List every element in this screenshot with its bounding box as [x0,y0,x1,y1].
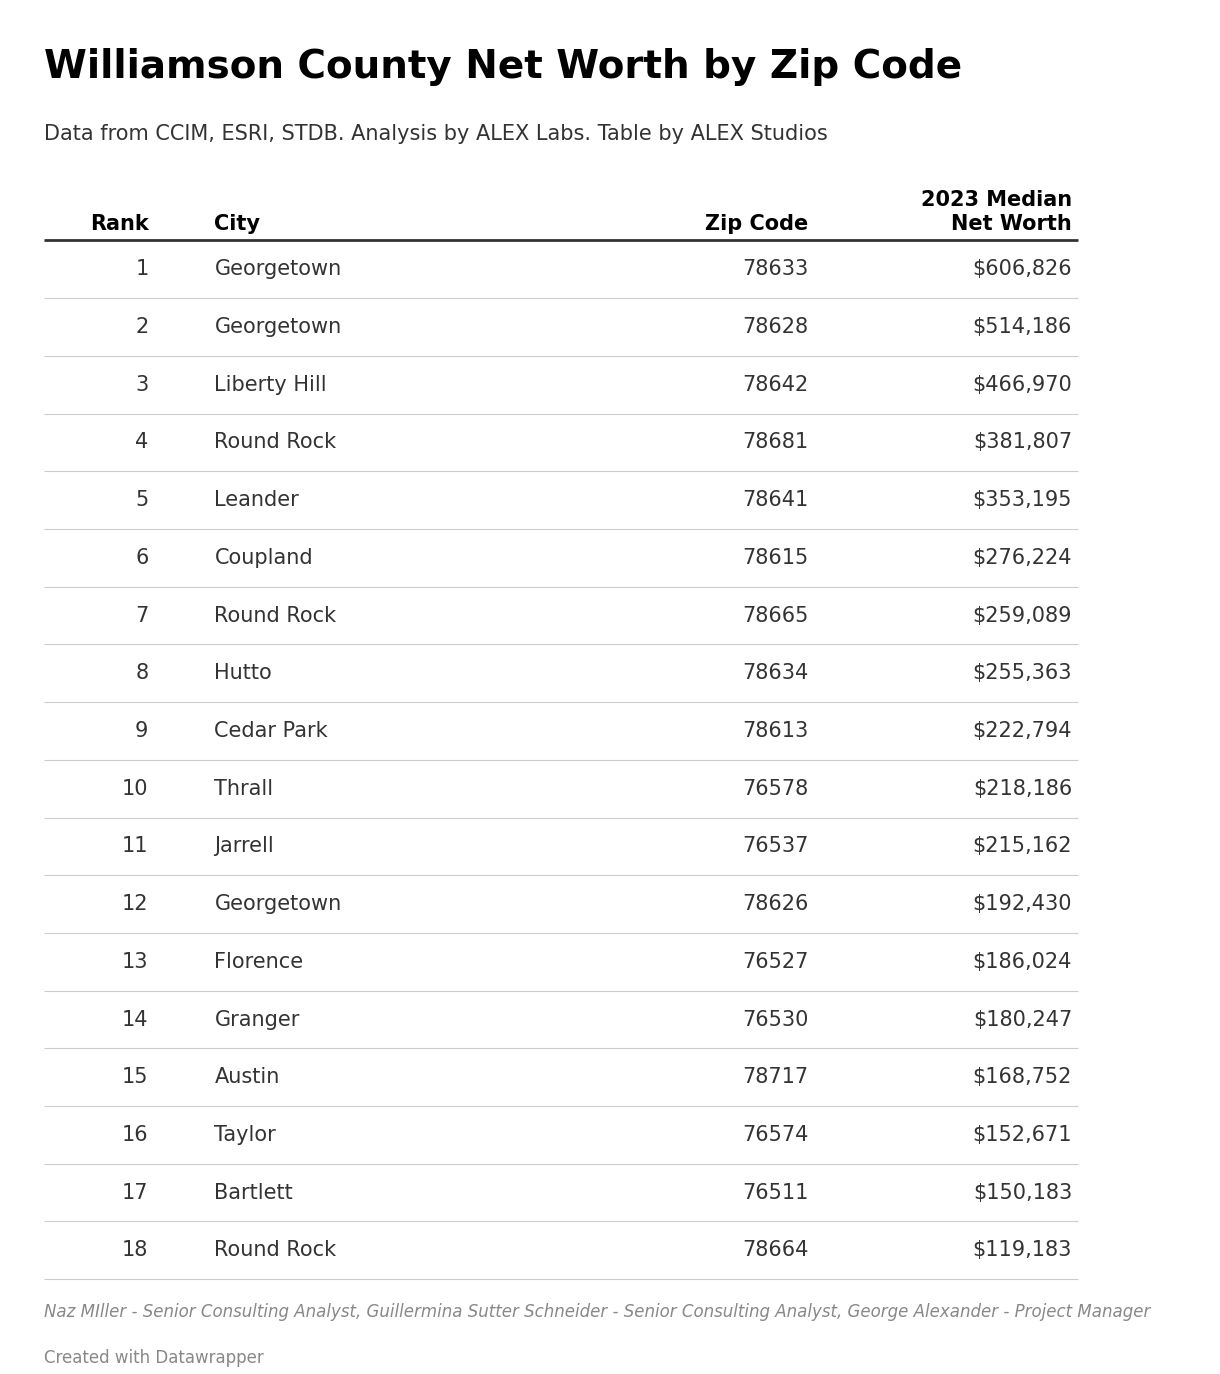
Text: Austin: Austin [215,1068,279,1087]
Text: 78681: 78681 [742,433,808,452]
Text: $215,162: $215,162 [972,837,1072,856]
Text: Naz MIller - Senior Consulting Analyst, Guillermina Sutter Schneider - Senior Co: Naz MIller - Senior Consulting Analyst, … [44,1303,1150,1320]
Text: Granger: Granger [215,1010,300,1029]
Text: $150,183: $150,183 [972,1183,1072,1202]
Text: $606,826: $606,826 [972,260,1072,279]
Text: Georgetown: Georgetown [215,894,342,914]
Text: $466,970: $466,970 [972,375,1072,394]
Text: $192,430: $192,430 [972,894,1072,914]
Text: 78628: 78628 [742,317,808,337]
Text: 15: 15 [122,1068,149,1087]
Text: Liberty Hill: Liberty Hill [215,375,327,394]
Text: Round Rock: Round Rock [215,433,337,452]
Text: 9: 9 [135,721,149,741]
Text: Cedar Park: Cedar Park [215,721,328,741]
Text: 76527: 76527 [742,952,808,971]
Text: 76578: 76578 [742,779,808,798]
Text: 76537: 76537 [742,837,808,856]
Text: 78626: 78626 [742,894,808,914]
Text: Round Rock: Round Rock [215,1241,337,1260]
Text: 14: 14 [122,1010,149,1029]
Text: 78634: 78634 [742,664,808,683]
Text: 12: 12 [122,894,149,914]
Text: $180,247: $180,247 [972,1010,1072,1029]
Text: $381,807: $381,807 [972,433,1072,452]
Text: $119,183: $119,183 [972,1241,1072,1260]
Text: Bartlett: Bartlett [215,1183,293,1202]
Text: $152,671: $152,671 [972,1125,1072,1145]
Text: 78642: 78642 [742,375,808,394]
Text: 11: 11 [122,837,149,856]
Text: 78717: 78717 [742,1068,808,1087]
Text: $259,089: $259,089 [972,606,1072,625]
Text: Zip Code: Zip Code [705,213,808,234]
Text: Hutto: Hutto [215,664,272,683]
Text: 6: 6 [135,548,149,567]
Text: Round Rock: Round Rock [215,606,337,625]
Text: 16: 16 [122,1125,149,1145]
Text: Jarrell: Jarrell [215,837,274,856]
Text: 1: 1 [135,260,149,279]
Text: 3: 3 [135,375,149,394]
Text: 2: 2 [135,317,149,337]
Text: $218,186: $218,186 [972,779,1072,798]
Text: Florence: Florence [215,952,304,971]
Text: $276,224: $276,224 [972,548,1072,567]
Text: $353,195: $353,195 [972,491,1072,510]
Text: $168,752: $168,752 [972,1068,1072,1087]
Text: 18: 18 [122,1241,149,1260]
Text: 76511: 76511 [742,1183,808,1202]
Text: 78633: 78633 [742,260,808,279]
Text: Data from CCIM, ESRI, STDB. Analysis by ALEX Labs. Table by ALEX Studios: Data from CCIM, ESRI, STDB. Analysis by … [44,124,827,144]
Text: $255,363: $255,363 [972,664,1072,683]
Text: Rank: Rank [90,213,149,234]
Text: 4: 4 [135,433,149,452]
Text: Leander: Leander [215,491,299,510]
Text: 78664: 78664 [742,1241,808,1260]
Text: Taylor: Taylor [215,1125,276,1145]
Text: 8: 8 [135,664,149,683]
Text: Created with Datawrapper: Created with Datawrapper [44,1349,264,1367]
Text: $186,024: $186,024 [972,952,1072,971]
Text: City: City [215,213,260,234]
Text: 5: 5 [135,491,149,510]
Text: 76574: 76574 [742,1125,808,1145]
Text: 78615: 78615 [742,548,808,567]
Text: 78641: 78641 [742,491,808,510]
Text: 10: 10 [122,779,149,798]
Text: 2023 Median
Net Worth: 2023 Median Net Worth [921,191,1072,234]
Text: 76530: 76530 [742,1010,808,1029]
Text: Georgetown: Georgetown [215,317,342,337]
Text: 17: 17 [122,1183,149,1202]
Text: 78613: 78613 [742,721,808,741]
Text: $514,186: $514,186 [972,317,1072,337]
Text: Williamson County Net Worth by Zip Code: Williamson County Net Worth by Zip Code [44,48,963,87]
Text: 13: 13 [122,952,149,971]
Text: 78665: 78665 [742,606,808,625]
Text: 7: 7 [135,606,149,625]
Text: Thrall: Thrall [215,779,273,798]
Text: Coupland: Coupland [215,548,314,567]
Text: $222,794: $222,794 [972,721,1072,741]
Text: Georgetown: Georgetown [215,260,342,279]
